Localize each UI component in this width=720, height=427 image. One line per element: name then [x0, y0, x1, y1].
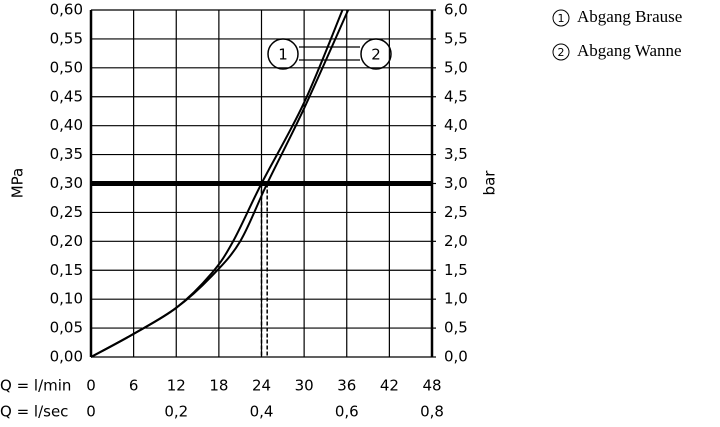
- legend-entry: Abgang Wanne: [577, 41, 682, 60]
- y-tick-label: 0,45: [50, 87, 83, 105]
- y2-tick-label: 5,0: [444, 58, 468, 76]
- y-axis-title: MPa: [9, 168, 27, 199]
- series-line: [90, 9, 350, 358]
- x2-tick-label: 0: [86, 403, 96, 421]
- y-tick-label: 0,50: [50, 58, 83, 76]
- x-row-label: Q = l/min: [0, 377, 71, 395]
- y-tick-label: 0,55: [50, 29, 83, 47]
- x2-tick-label: 0,8: [420, 403, 444, 421]
- y-tick-label: 0,30: [50, 174, 83, 192]
- y2-tick-label: 1,0: [444, 290, 468, 308]
- x-tick-label: 36: [337, 377, 356, 395]
- x2-tick-label: 0,6: [335, 403, 359, 421]
- legend-entry: Abgang Brause: [577, 7, 682, 26]
- y-tick-label: 0,20: [50, 232, 83, 250]
- y-tick-label: 0,15: [50, 261, 83, 279]
- y-tick-label: 0,35: [50, 145, 83, 163]
- y-tick-label: 0,05: [50, 319, 83, 337]
- x2-tick-label: 0,2: [164, 403, 188, 421]
- y2-tick-label: 4,5: [444, 87, 468, 105]
- y2-tick-label: 2,5: [444, 203, 468, 221]
- y-tick-label: 0,00: [50, 348, 83, 366]
- x-tick-label: 48: [422, 377, 441, 395]
- x-tick-label: 30: [295, 377, 314, 395]
- x-tick-label: 0: [86, 377, 96, 395]
- y-tick-label: 0,40: [50, 116, 83, 134]
- y2-tick-label: 3,0: [444, 174, 468, 192]
- x-tick-label: 6: [129, 377, 139, 395]
- y-tick-label: 0,60: [50, 1, 83, 19]
- y-tick-label: 0,10: [50, 290, 83, 308]
- x2-tick-label: 0,4: [250, 403, 274, 421]
- x-tick-label: 42: [380, 377, 399, 395]
- legend-marker: [552, 9, 570, 27]
- y2-tick-label: 0,0: [444, 348, 468, 366]
- x-tick-label: 18: [209, 377, 228, 395]
- x-tick-label: 12: [167, 377, 186, 395]
- x2-row-label: Q = l/sec: [0, 403, 68, 421]
- y-tick-label: 0,25: [50, 203, 83, 221]
- y2-axis-title: bar: [481, 170, 499, 196]
- curve-label: 2: [371, 46, 381, 64]
- y2-tick-label: 0,5: [444, 319, 468, 337]
- legend-marker-label: 2: [558, 46, 565, 59]
- y2-tick-label: 4,0: [444, 116, 468, 134]
- y2-tick-label: 5,5: [444, 29, 468, 47]
- y2-tick-label: 3,5: [444, 145, 468, 163]
- legend-marker: [552, 43, 570, 61]
- y2-tick-label: 1,5: [444, 261, 468, 279]
- legend-marker-label: 1: [558, 12, 565, 25]
- curve-label: 1: [278, 46, 288, 64]
- y2-tick-label: 6,0: [444, 1, 468, 19]
- x-tick-label: 24: [252, 377, 271, 395]
- y2-tick-label: 2,0: [444, 232, 468, 250]
